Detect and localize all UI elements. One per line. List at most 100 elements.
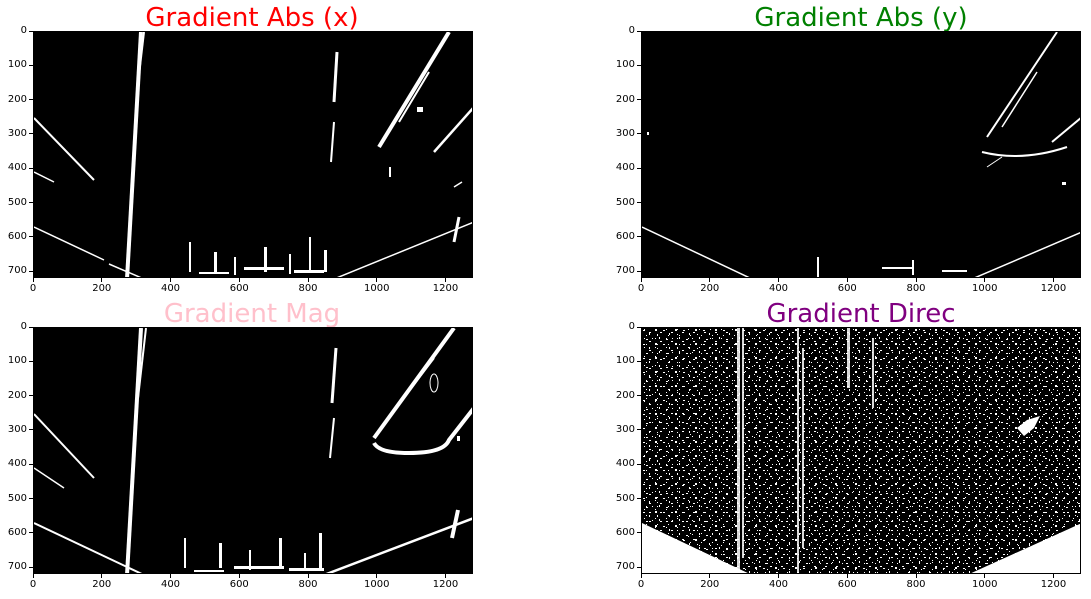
x-tick-mark (709, 574, 711, 578)
x-tick-mark (915, 574, 917, 578)
x-tick-mark (170, 574, 171, 578)
y-tick-label: 700 (615, 561, 635, 573)
y-tick-label: 100 (615, 59, 635, 71)
x-tick-mark (640, 278, 642, 282)
y-tick-mark (637, 395, 641, 397)
x-tick-mark (307, 278, 309, 282)
x-tick-mark (101, 574, 103, 578)
x-tick-label: 200 (700, 283, 720, 294)
x-tick-mark (1053, 278, 1054, 282)
x-tick-mark (445, 574, 446, 578)
y-tick-label: 200 (7, 93, 27, 105)
x-tick-label: 1200 (432, 579, 459, 590)
x-tick-label: 200 (700, 579, 720, 590)
x-tick-mark (778, 574, 779, 578)
y-tick-mark (637, 532, 641, 534)
y-tick-label: 400 (7, 458, 27, 470)
y-tick-label: 0 (20, 321, 27, 332)
x-tick-label: 1200 (432, 283, 459, 294)
y-tick-label: 500 (615, 492, 635, 504)
y-tick-mark (637, 133, 641, 135)
y-tick-label: 200 (615, 389, 635, 401)
y-tick-label: 0 (20, 25, 27, 36)
y-tick-label: 700 (7, 265, 27, 277)
x-tick-mark (101, 278, 103, 282)
x-tick-label: 400 (160, 579, 181, 590)
y-tick-mark (637, 566, 641, 568)
y-tick-mark (29, 133, 33, 135)
x-tick-mark (709, 278, 711, 282)
binary-image (641, 327, 1081, 574)
y-tick-label: 400 (615, 458, 635, 470)
x-tick-mark (846, 574, 848, 578)
y-tick-mark (29, 532, 33, 534)
y-tick-label: 600 (615, 230, 635, 242)
y-tick-mark (29, 463, 33, 465)
x-tick-label: 200 (92, 283, 112, 294)
x-tick-mark (376, 278, 378, 282)
x-tick-label: 800 (906, 579, 926, 590)
panel-title: Gradient Mag (163, 299, 341, 329)
y-tick-label: 400 (7, 162, 27, 174)
y-tick-label: 500 (615, 196, 635, 208)
y-tick-label: 300 (7, 127, 27, 139)
x-tick-mark (376, 574, 378, 578)
y-tick-mark (637, 236, 641, 238)
x-tick-label: 800 (298, 579, 318, 590)
x-tick-label: 1000 (364, 579, 390, 590)
y-tick-label: 300 (7, 423, 27, 435)
x-tick-mark (640, 574, 642, 578)
y-tick-label: 400 (615, 162, 635, 174)
x-tick-label: 600 (837, 283, 857, 294)
x-tick-mark (778, 278, 779, 282)
binary-image (33, 327, 473, 574)
y-tick-label: 100 (7, 59, 27, 71)
direction-map (642, 328, 1080, 573)
x-tick-label: 800 (906, 283, 926, 294)
y-tick-label: 500 (7, 196, 27, 208)
x-tick-label: 1000 (972, 579, 998, 590)
x-tick-label: 1000 (972, 283, 998, 294)
edge-map (642, 32, 1080, 277)
x-tick-mark (984, 574, 986, 578)
y-tick-label: 600 (7, 526, 27, 538)
x-tick-mark (238, 278, 240, 282)
y-tick-mark (29, 498, 33, 500)
x-tick-mark (307, 574, 309, 578)
edge-map (34, 328, 472, 573)
x-tick-mark (32, 278, 34, 282)
y-tick-mark (637, 64, 641, 66)
x-tick-mark (170, 278, 171, 282)
x-tick-label: 600 (229, 283, 249, 294)
x-tick-label: 200 (92, 579, 112, 590)
x-tick-label: 800 (298, 283, 318, 294)
y-tick-label: 100 (615, 355, 635, 367)
y-tick-mark (29, 236, 33, 238)
x-tick-mark (846, 278, 848, 282)
y-tick-label: 700 (7, 561, 27, 573)
y-tick-mark (637, 30, 641, 32)
y-tick-label: 500 (7, 492, 27, 504)
x-tick-label: 0 (29, 579, 37, 590)
y-tick-mark (29, 326, 33, 328)
y-tick-mark (637, 202, 641, 204)
x-tick-label: 1200 (1040, 579, 1067, 590)
y-tick-mark (29, 270, 33, 272)
y-tick-mark (29, 64, 33, 66)
y-tick-mark (637, 360, 641, 362)
x-tick-mark (238, 574, 240, 578)
x-tick-label: 400 (768, 579, 789, 590)
y-tick-mark (637, 429, 641, 431)
y-tick-label: 300 (615, 127, 635, 139)
y-tick-mark (29, 30, 33, 32)
y-tick-mark (29, 360, 33, 362)
y-tick-label: 200 (7, 389, 27, 401)
y-tick-mark (637, 326, 641, 328)
y-tick-mark (29, 99, 33, 101)
x-tick-label: 1200 (1040, 283, 1067, 294)
y-tick-label: 0 (628, 321, 635, 332)
y-tick-label: 100 (7, 355, 27, 367)
y-tick-label: 0 (628, 25, 635, 36)
x-tick-label: 400 (768, 283, 789, 294)
y-tick-mark (29, 566, 33, 568)
